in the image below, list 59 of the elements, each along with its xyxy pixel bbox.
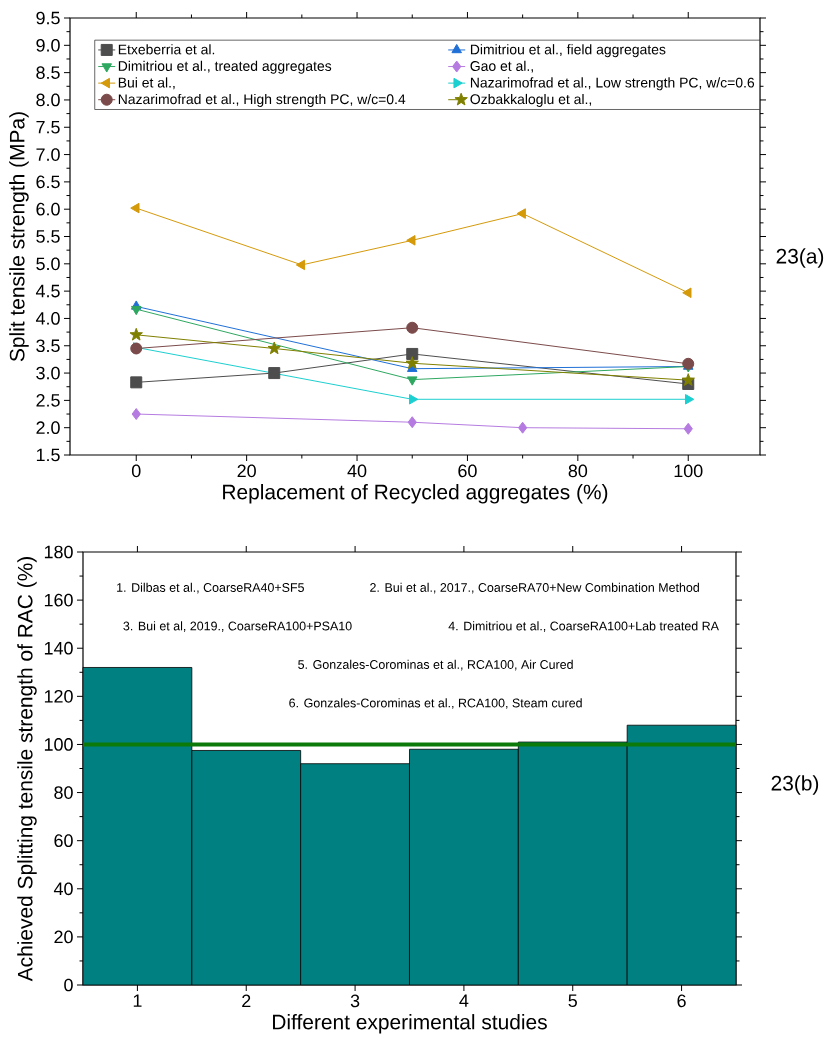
y-tick-label: 3.5 xyxy=(36,339,60,353)
legend-label: Nazarimofrad et al., High strength PC, w/c=0.4 xyxy=(118,93,406,107)
x-tick-label: 60 xyxy=(458,464,477,478)
y-tick-label: 140 xyxy=(44,641,73,655)
x-tick-label: 40 xyxy=(347,464,367,478)
x-tick-label: 1 xyxy=(133,994,142,1007)
y-tick-label: 60 xyxy=(54,834,73,848)
y-tick-label: 120 xyxy=(44,689,73,703)
y-axis-title: Split tensile strength (MPa) xyxy=(9,112,29,362)
x-tick-label: 5 xyxy=(568,994,577,1008)
y-tick-label: 180 xyxy=(44,545,73,559)
x-axis-title: Replacement of Recycled aggregates (%) xyxy=(222,484,608,504)
y-tick-label: 3.0 xyxy=(36,366,60,380)
legend-label: Nazarimofrad et al., Low strength PC, w/c=0.6 xyxy=(470,77,754,91)
annotation: 5. Gonzales-Corominas et al., RCA100, Air Cured xyxy=(297,659,573,671)
annotation: 2. Bui et al., 2017., CoarseRA70+New Combination Method xyxy=(369,582,699,594)
y-tick-label: 160 xyxy=(44,593,73,607)
annotation: 3. Bui et al, 2019., CoarseRA100+PSA10 xyxy=(123,621,352,632)
y-tick-label: 2.5 xyxy=(36,394,60,407)
y-tick-label: 0 xyxy=(64,978,73,992)
y-tick-label: 1.5 xyxy=(36,448,60,462)
annotation: 6. Gonzales-Corominas et al., RCA100, Steam cured xyxy=(289,698,582,709)
x-tick-label: 0 xyxy=(131,464,141,478)
text: 23(b) xyxy=(771,775,818,795)
x-tick-label: 6 xyxy=(677,994,686,1008)
legend-label: Dimitriou et al., treated aggregates xyxy=(118,60,331,74)
legend-label: Etxeberria et al. xyxy=(118,44,214,55)
y-tick-label: 2.0 xyxy=(36,421,60,435)
y-tick-label: 100 xyxy=(44,738,73,751)
x-tick-label: 100 xyxy=(674,464,703,478)
y-tick-label: 7.0 xyxy=(36,148,60,161)
annotation: 4. Dimitriou et al., CoarseRA100+Lab treated RA xyxy=(448,621,719,632)
y-tick-label: 80 xyxy=(54,786,73,799)
y-tick-label: 8.0 xyxy=(36,93,60,107)
y-axis-title: Achieved Splitting tensile strength of RAC (%) xyxy=(17,557,37,982)
legend-label: Ozbakkaloglu et al., xyxy=(470,93,591,107)
x-tick-label: 3 xyxy=(350,994,360,1008)
x-tick-label: 20 xyxy=(237,464,256,478)
legend-label: Dimitriou et al., field aggregates xyxy=(470,44,666,58)
y-tick-label: 8.5 xyxy=(36,66,60,79)
y-tick-label: 5.0 xyxy=(36,257,60,271)
annotation: 1. Dilbas et al., CoarseRA40+SF5 xyxy=(116,582,304,594)
text: 23(a) xyxy=(776,248,823,268)
y-tick-label: 6.0 xyxy=(36,202,60,216)
y-tick-label: 5.5 xyxy=(36,230,60,243)
x-axis-title: Different experimental studies xyxy=(272,1014,547,1034)
y-tick-label: 9.5 xyxy=(36,11,60,25)
x-tick-label: 80 xyxy=(568,464,587,478)
y-tick-label: 9.0 xyxy=(36,38,60,52)
legend-label: Bui et al., xyxy=(118,77,175,90)
x-tick-label: 4 xyxy=(459,994,469,1007)
y-tick-label: 7.5 xyxy=(36,121,60,134)
legend-label: Gao et al., xyxy=(470,60,533,73)
y-tick-label: 4.5 xyxy=(35,284,60,298)
y-tick-label: 4.0 xyxy=(35,312,60,325)
x-tick-label: 2 xyxy=(241,994,251,1008)
y-tick-label: 20 xyxy=(54,930,73,944)
y-tick-label: 6.5 xyxy=(36,175,60,189)
y-tick-label: 40 xyxy=(53,882,73,896)
